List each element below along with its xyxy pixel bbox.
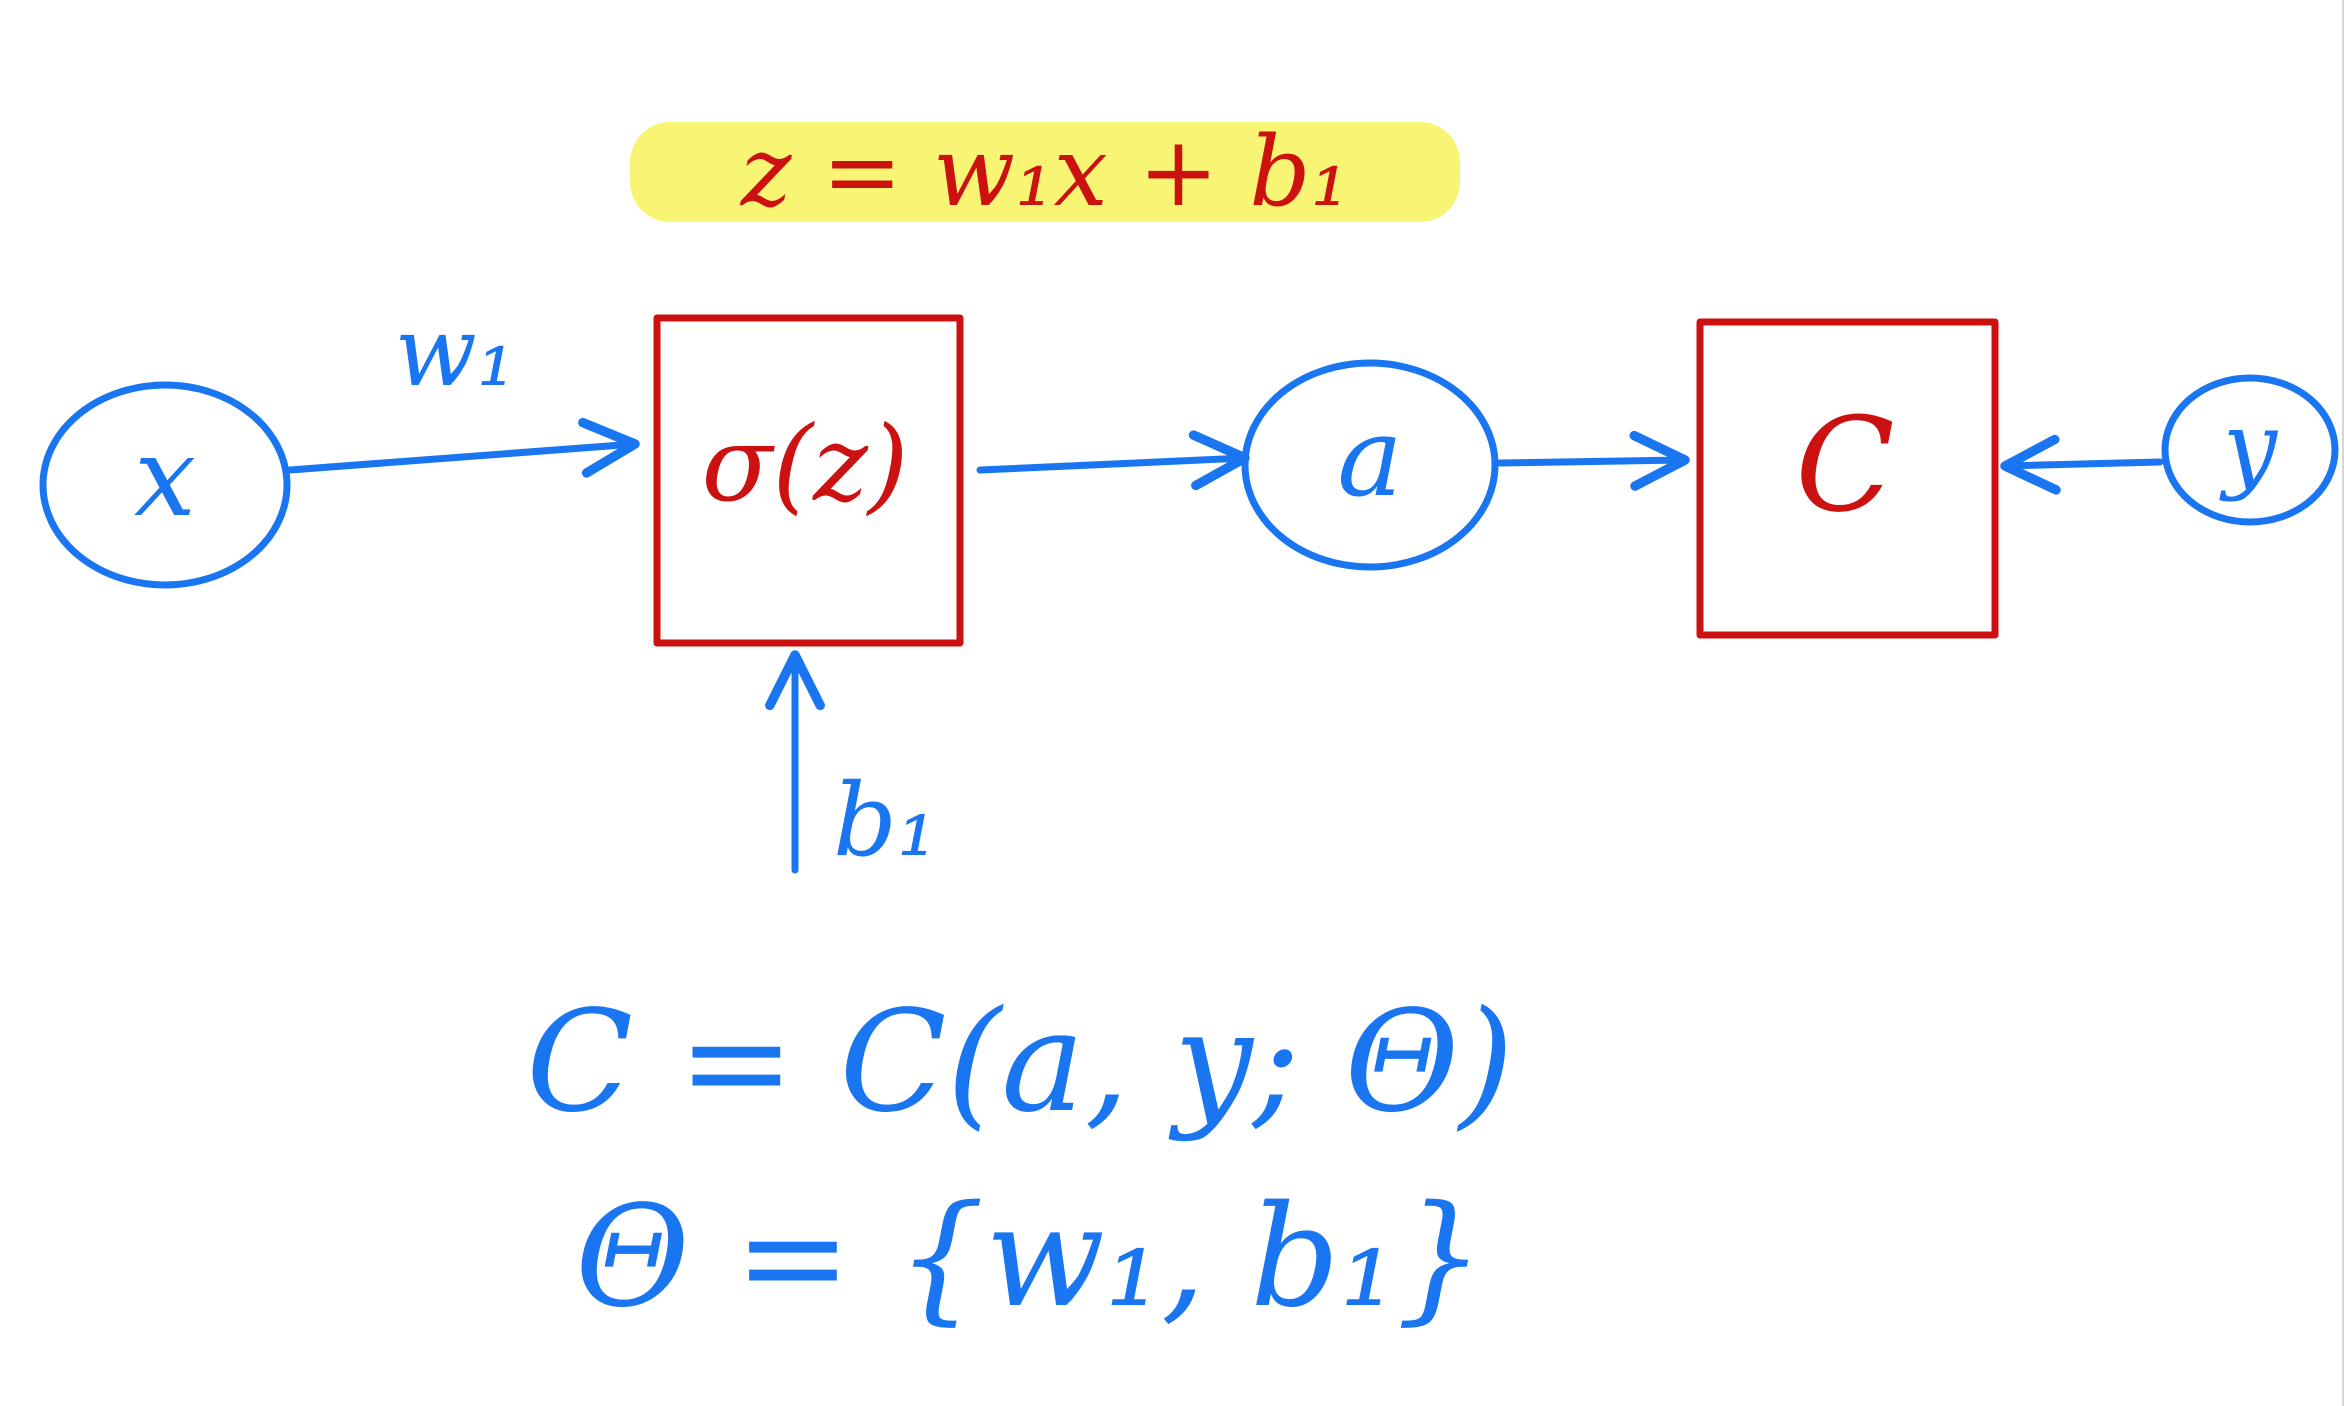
input-label: x (134, 413, 196, 541)
cost-node: C (1696, 318, 1999, 639)
top-equation-group: z = w₁x + b₁ (630, 116, 1460, 228)
weight-label: w₁ (395, 296, 516, 408)
page-edge-divider (2342, 0, 2344, 1406)
cost-definition: C = C(a, y; Θ) (526, 981, 1514, 1144)
edge-output-to-cost (1496, 430, 1690, 491)
highlight-band (630, 122, 1460, 222)
target-node: y (2161, 374, 2339, 526)
activation-node: σ(z) (653, 314, 964, 647)
activation-box (653, 314, 964, 647)
output-node: a (1241, 359, 1499, 571)
theta-definition: Θ = {w₁, b₁} (575, 1176, 1485, 1339)
cost-box (1696, 318, 1999, 639)
output-circle (1241, 359, 1499, 571)
edge-target-to-cost (2000, 434, 2164, 495)
output-label: a (1337, 393, 1403, 521)
target-circle (2161, 374, 2339, 526)
input-circle (39, 381, 291, 589)
bias-label: b₁ (833, 762, 937, 879)
edge-activation-to-output (976, 430, 1250, 491)
activation-label: σ(z) (702, 403, 909, 525)
edge-input-to-activation (286, 417, 640, 478)
target-label: y (2219, 391, 2279, 503)
top-equation: z = w₁x + b₁ (740, 116, 1349, 228)
cost-label: C (1795, 389, 1894, 541)
input-node: x (39, 381, 291, 589)
